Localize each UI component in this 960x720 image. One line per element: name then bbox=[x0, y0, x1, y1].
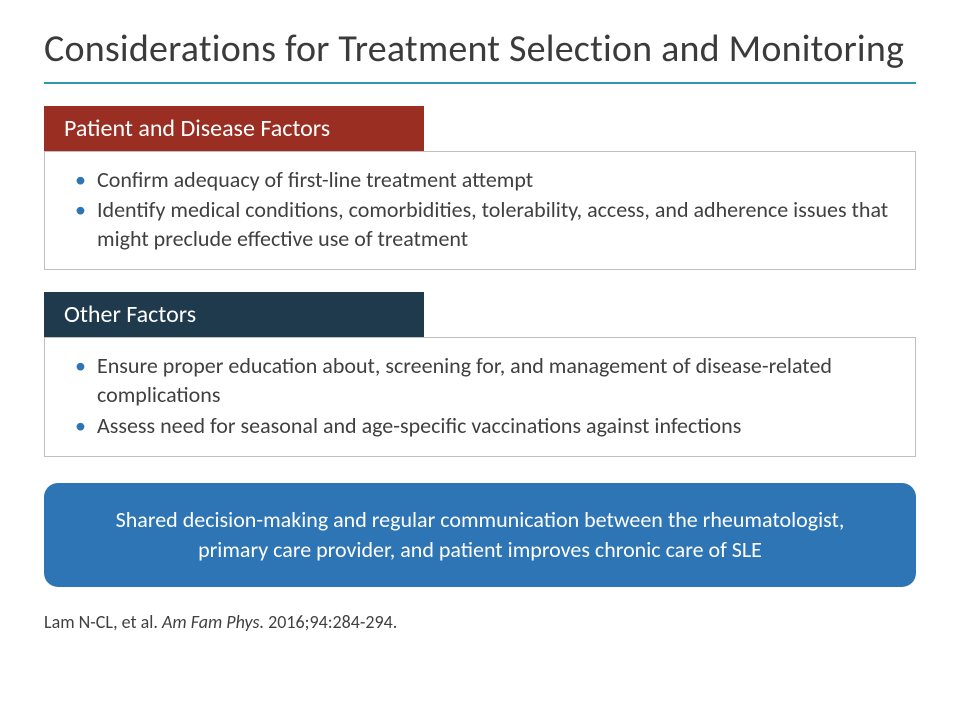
section-body: Confirm adequacy of first-line treatment… bbox=[44, 151, 916, 271]
page-title: Considerations for Treatment Selection a… bbox=[44, 28, 916, 72]
list-item: Confirm adequacy of first-line treatment… bbox=[75, 166, 897, 195]
citation-journal: Am Fam Phys. bbox=[162, 611, 264, 633]
section-patient-disease: Patient and Disease Factors Confirm adeq… bbox=[44, 106, 916, 271]
list-item: Assess need for seasonal and age-specifi… bbox=[75, 412, 897, 441]
section-body: Ensure proper education about, screening… bbox=[44, 337, 916, 457]
list-item: Ensure proper education about, screening… bbox=[75, 352, 897, 409]
section-other-factors: Other Factors Ensure proper education ab… bbox=[44, 292, 916, 457]
section-header: Other Factors bbox=[44, 292, 424, 337]
citation-suffix: 2016;94:284-294. bbox=[264, 611, 397, 633]
citation: Lam N-CL, et al. Am Fam Phys. 2016;94:28… bbox=[44, 611, 916, 633]
citation-prefix: Lam N-CL, et al. bbox=[44, 611, 162, 633]
list-item: Identify medical conditions, comorbiditi… bbox=[75, 196, 897, 253]
title-rule bbox=[44, 82, 916, 84]
section-header: Patient and Disease Factors bbox=[44, 106, 424, 151]
callout-box: Shared decision-making and regular commu… bbox=[44, 483, 916, 586]
